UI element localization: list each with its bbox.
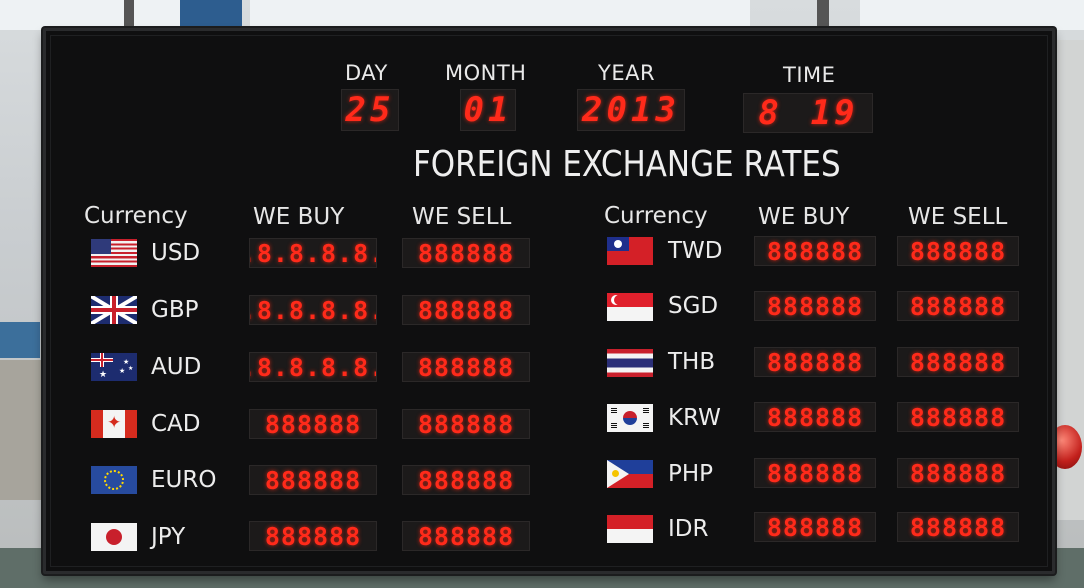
currency-code: USD — [151, 240, 201, 266]
currency-code: THB — [668, 349, 716, 375]
exchange-rate-board: DAY MONTH YEAR TIME 25 01 2013 8 19 FORE… — [43, 28, 1055, 574]
time-minute: 19 — [810, 93, 858, 133]
php-sell-rate: 888888 — [897, 458, 1019, 488]
mount-hook — [124, 0, 134, 30]
month-display: 01 — [460, 89, 516, 131]
krw-sell-rate: 888888 — [897, 402, 1019, 432]
usd-buy-rate: 8.8.8.8.8.8 — [249, 238, 377, 268]
australia-flag-icon: ★ ★ ★ ★ — [91, 353, 137, 381]
usa-flag-icon — [91, 239, 137, 267]
left-currency-header: Currency — [84, 203, 188, 229]
sgd-buy-rate: 888888 — [754, 291, 876, 321]
currency-code: KRW — [668, 405, 721, 431]
twd-sell-rate: 888888 — [897, 236, 1019, 266]
month-label: MONTH — [445, 61, 527, 85]
currency-code: TWD — [668, 238, 723, 264]
indonesia-flag-icon — [607, 515, 653, 543]
twd-buy-rate: 888888 — [754, 236, 876, 266]
currency-code: PHP — [668, 461, 714, 487]
thb-sell-rate: 888888 — [897, 347, 1019, 377]
day-label: DAY — [345, 61, 388, 85]
currency-code: SGD — [668, 293, 719, 319]
currency-code: EURO — [151, 467, 217, 493]
currency-code: JPY — [151, 524, 186, 550]
background-sign — [180, 0, 242, 28]
currency-code: AUD — [151, 354, 202, 380]
currency-code: IDR — [668, 516, 709, 542]
php-buy-rate: 888888 — [754, 458, 876, 488]
jpy-buy-rate: 888888 — [249, 521, 377, 551]
right-we-buy-header: WE BUY — [758, 204, 850, 230]
sgd-sell-rate: 888888 — [897, 291, 1019, 321]
krw-buy-rate: 888888 — [754, 402, 876, 432]
jpy-sell-rate: 888888 — [402, 521, 530, 551]
canada-flag-icon: ✦ — [91, 410, 137, 438]
background-object — [0, 360, 44, 500]
euro-sell-rate: 888888 — [402, 465, 530, 495]
gbp-buy-rate: 8.8.8.8.8.8 — [249, 295, 377, 325]
currency-code: CAD — [151, 411, 201, 437]
singapore-flag-icon — [607, 293, 653, 321]
background-window — [250, 0, 750, 30]
board-frame — [50, 35, 1048, 567]
left-we-buy-header: WE BUY — [253, 204, 345, 230]
year-label: YEAR — [598, 61, 656, 85]
cad-buy-rate: 888888 — [249, 409, 377, 439]
eu-flag-icon — [91, 466, 137, 494]
aud-buy-rate: 8.8.8.8.8.8 — [249, 352, 377, 382]
year-display: 2013 — [577, 89, 685, 131]
usd-sell-rate: 888888 — [402, 238, 530, 268]
background-window — [0, 0, 180, 30]
taiwan-flag-icon — [607, 237, 653, 265]
board-title: FOREIGN EXCHANGE RATES — [412, 144, 841, 185]
mount-hook — [817, 0, 829, 32]
right-currency-header: Currency — [604, 203, 708, 229]
day-display: 25 — [341, 89, 399, 131]
korea-flag-icon — [607, 404, 653, 432]
idr-sell-rate: 888888 — [897, 512, 1019, 542]
currency-code: GBP — [151, 297, 199, 323]
thailand-flag-icon — [607, 349, 653, 377]
background-object — [0, 322, 40, 358]
background-window — [860, 0, 1084, 30]
right-we-sell-header: WE SELL — [908, 204, 1008, 230]
thb-buy-rate: 888888 — [754, 347, 876, 377]
idr-buy-rate: 888888 — [754, 512, 876, 542]
japan-flag-icon — [91, 523, 137, 551]
gbp-sell-rate: 888888 — [402, 295, 530, 325]
cad-sell-rate: 888888 — [402, 409, 530, 439]
aud-sell-rate: 888888 — [402, 352, 530, 382]
euro-buy-rate: 888888 — [249, 465, 377, 495]
uk-flag-icon — [91, 296, 137, 324]
time-label: TIME — [783, 63, 836, 87]
time-display: 8 19 — [743, 93, 873, 133]
philippines-flag-icon — [607, 460, 653, 488]
time-hour: 8 — [758, 93, 782, 133]
left-we-sell-header: WE SELL — [412, 204, 512, 230]
